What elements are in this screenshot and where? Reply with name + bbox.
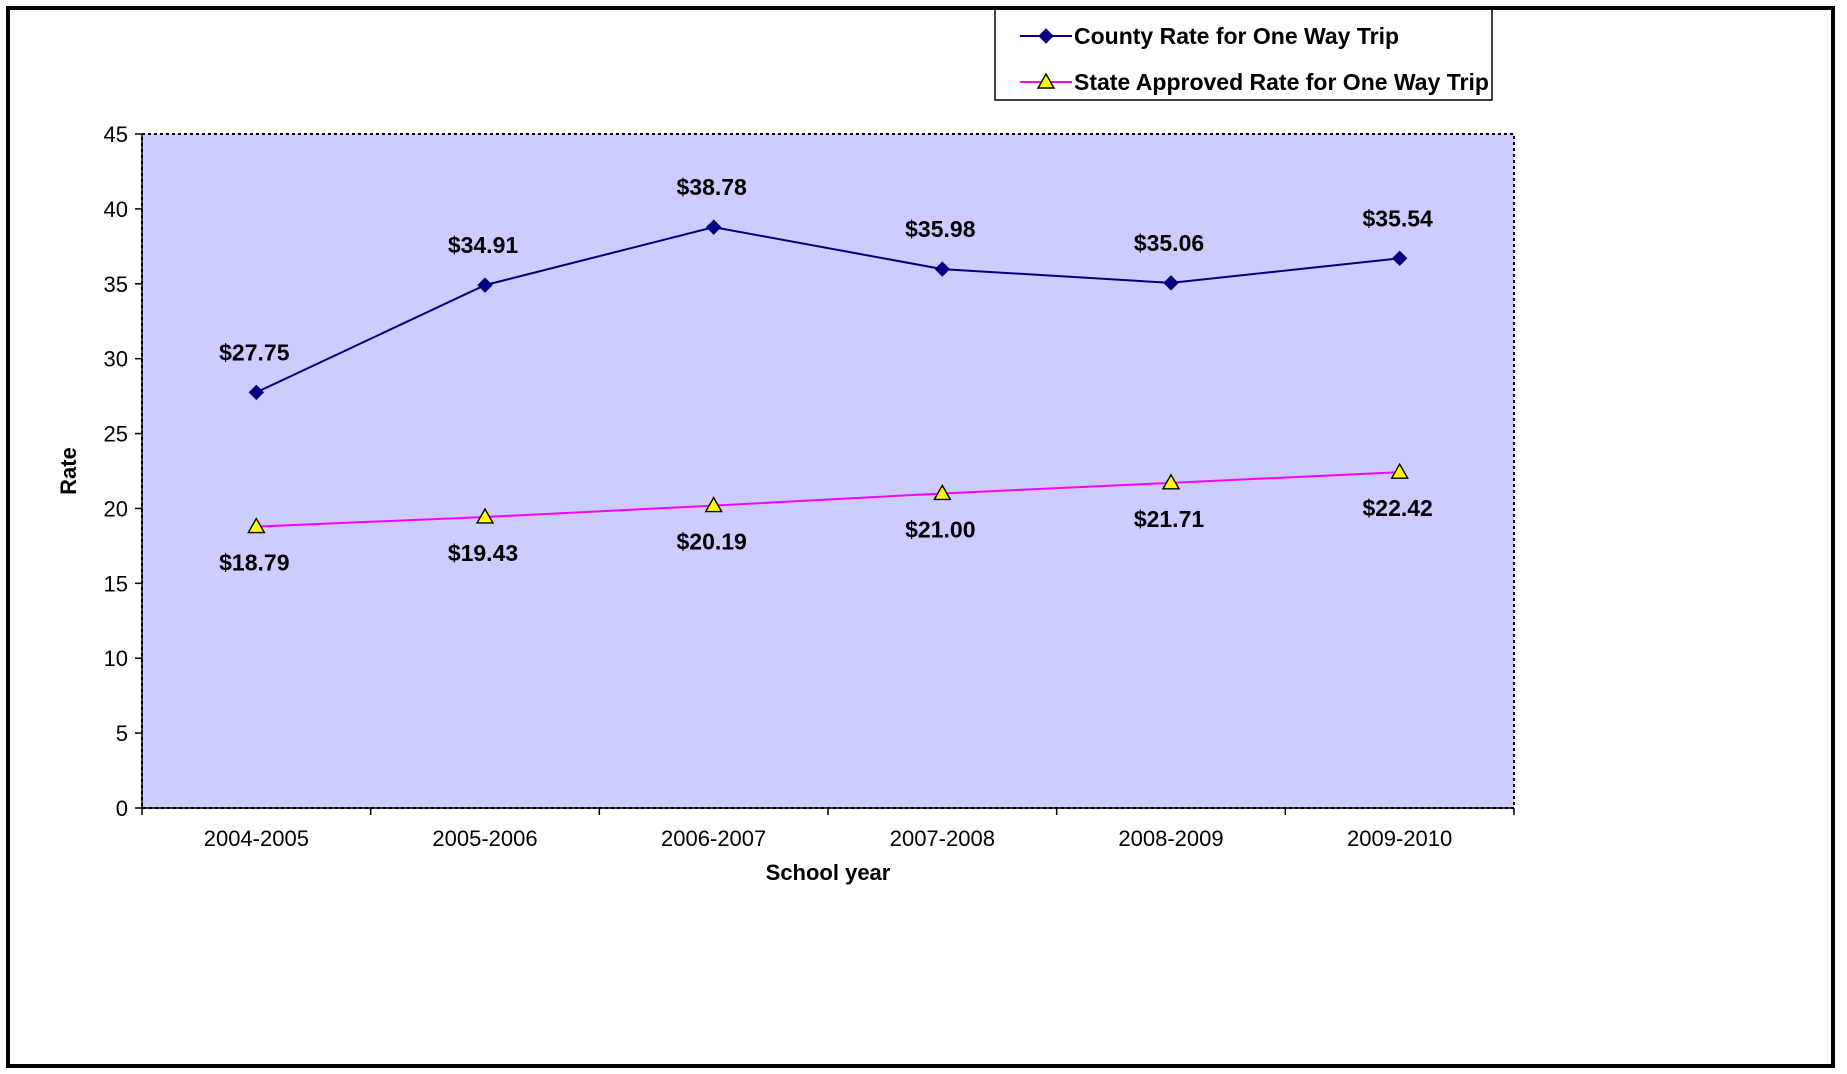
y-tick-label: 45 [104, 122, 128, 147]
x-tick-label: 2007-2008 [890, 826, 995, 851]
data-point-marker [1391, 250, 1408, 267]
data-point-marker [247, 517, 266, 534]
data-label: $18.79 [219, 550, 289, 576]
x-tick-label: 2005-2006 [432, 826, 537, 851]
y-tick-label: 30 [104, 347, 128, 372]
data-point-marker [1161, 473, 1181, 490]
data-point-marker [705, 219, 722, 235]
y-axis-title: Rate [56, 447, 81, 495]
data-point-marker [933, 484, 952, 501]
data-point-marker [248, 384, 265, 401]
y-tick-label: 25 [104, 422, 128, 447]
plot-area [141, 133, 1515, 809]
data-point-marker [1390, 462, 1409, 479]
legend-items: County Rate for One Way Trip State Approv… [1020, 23, 1489, 95]
data-point-marker [934, 261, 951, 277]
x-tick-label: 2008-2009 [1118, 826, 1223, 851]
data-point-marker [1163, 275, 1179, 291]
x-tick-label: 2006-2007 [661, 826, 766, 851]
y-tick-label: 35 [104, 272, 128, 297]
data-label: $35.98 [905, 216, 976, 242]
y-tick-label: 20 [104, 496, 128, 521]
y-tick-label: 0 [116, 796, 128, 821]
data-label: $35.06 [1134, 230, 1204, 256]
data-label: $22.42 [1362, 495, 1432, 521]
line-chart: 0 5 10 15 20 25 30 35 40 45 2004-2005 2005-2006 2006… [56, 10, 1515, 885]
data-label: $27.75 [219, 339, 290, 365]
data-label: $35.54 [1362, 205, 1433, 231]
legend: County Rate for One Way Trip State Approv… [994, 10, 1493, 101]
x-tick-label: 2009-2010 [1347, 826, 1452, 851]
y-tick-label: 10 [104, 646, 128, 671]
axes-layer: 0 5 10 15 20 25 30 35 40 45 2004-2005 2005-2006 2006… [104, 122, 1515, 851]
data-label: $21.00 [905, 516, 975, 542]
series-line [256, 471, 1400, 528]
y-tick-label: 15 [104, 571, 128, 596]
legend-box [994, 10, 1493, 101]
data-label: $19.43 [448, 540, 518, 566]
data-label-layer: $27.75 $34.91 $38.78 $35.98 $35.06 $35.54 $18.… [219, 174, 1433, 575]
x-tick-label: 2004-2005 [204, 826, 309, 851]
series-layer [247, 219, 1409, 534]
x-axis-title: School year [766, 860, 891, 885]
legend-marker [1036, 72, 1056, 89]
data-label: $20.19 [676, 529, 746, 555]
data-point-marker [477, 277, 493, 293]
legend-marker [1038, 28, 1054, 44]
chart-frame: 0 5 10 15 20 25 30 35 40 45 2004-2005 2005-2006 2006… [6, 6, 1835, 1068]
y-tick-label: 5 [116, 721, 128, 746]
data-label: $21.71 [1134, 506, 1205, 532]
data-label: $38.78 [676, 174, 747, 200]
legend-label: County Rate for One Way Trip [1074, 23, 1399, 49]
legend-label: State Approved Rate for One Way Trip [1074, 69, 1489, 95]
data-label: $34.91 [448, 232, 519, 258]
data-point-marker [704, 496, 723, 513]
y-tick-label: 40 [104, 197, 128, 222]
data-point-marker [475, 507, 495, 524]
series-line [255, 226, 1400, 394]
